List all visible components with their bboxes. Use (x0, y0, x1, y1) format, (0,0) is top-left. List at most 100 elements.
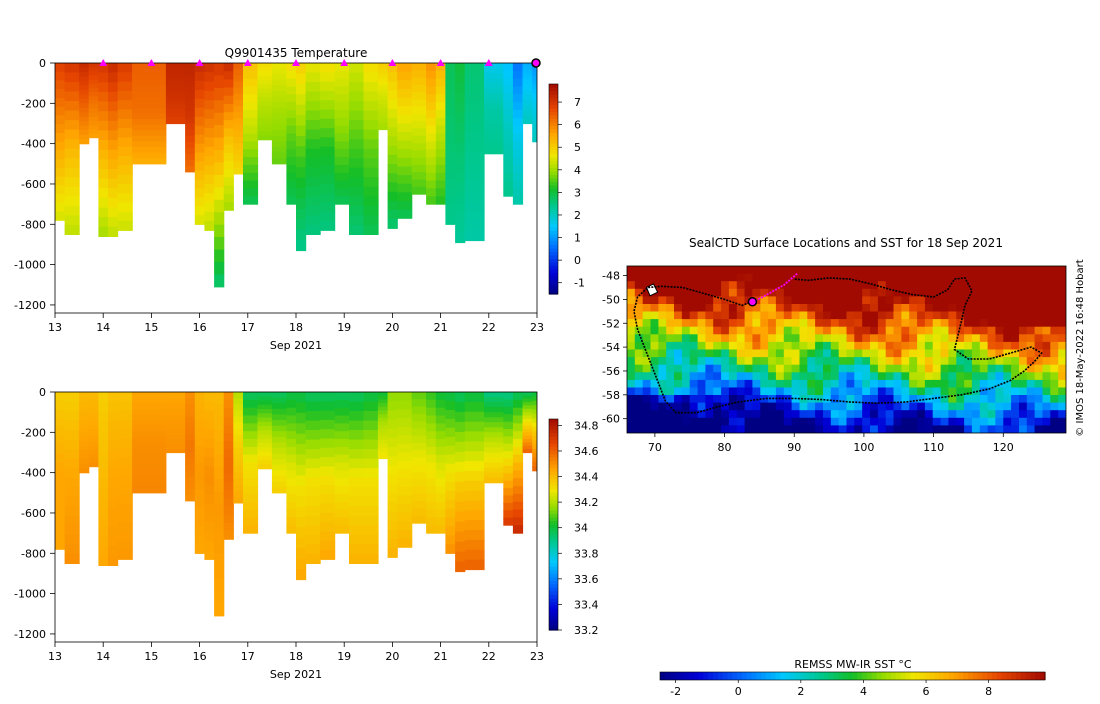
sst-cell (721, 349, 730, 358)
sst-cell (924, 417, 934, 426)
salinity-cell (98, 449, 109, 460)
temperature-cell (55, 106, 66, 116)
salinity-cell (305, 401, 321, 412)
sst-cell (658, 326, 667, 335)
sst-cell (877, 296, 887, 305)
salinity-cell (411, 508, 427, 517)
salinity-cell (397, 478, 413, 488)
temperature-cell (194, 179, 205, 190)
sst-cell (736, 364, 746, 373)
salinity-cell (435, 470, 446, 479)
sst-cell (885, 417, 894, 426)
salinity-cell (363, 496, 379, 507)
salinity-cell (214, 466, 225, 480)
salinity-cell (397, 392, 413, 402)
salinity-cell (426, 431, 437, 440)
sst-cell (932, 425, 941, 433)
temperature-cell (455, 162, 466, 174)
temperature-cell (445, 170, 456, 181)
sst-cell (783, 326, 793, 335)
temperature-cell (233, 149, 244, 156)
temperature-cell (286, 94, 297, 103)
sst-cell (932, 319, 941, 328)
salinity-cell (132, 448, 167, 455)
sst-cell (674, 410, 683, 419)
sst-cell (642, 281, 651, 290)
map-side-note: © IMOS 18-May-2022 16:48 Hobart (1075, 259, 1086, 436)
sst-cell (830, 311, 840, 320)
sst-cell (987, 417, 996, 426)
sst-cell (971, 357, 981, 366)
temperature-cell (426, 133, 437, 142)
sst-cell (768, 349, 777, 358)
salinity-cell (132, 442, 167, 449)
sst-cell (979, 372, 989, 381)
sst-cell (713, 387, 722, 396)
salinity-cell (426, 423, 437, 432)
sst-cell (870, 402, 879, 411)
sst-cell (721, 341, 730, 350)
temperature-cell (88, 125, 99, 130)
sst-cell (689, 349, 698, 358)
salinity-cell (363, 515, 379, 526)
sst-cell (854, 395, 863, 404)
sst-cell (838, 410, 847, 419)
temperature-colorbar-segment (549, 241, 558, 246)
temperature-colorbar-segment (549, 147, 558, 152)
temperature-cell (185, 81, 196, 88)
sst-cell (1034, 341, 1043, 350)
sst-cell (658, 364, 667, 373)
salinity-cell (132, 476, 167, 483)
temperature-cell (132, 141, 167, 148)
temperature-cell (484, 83, 504, 89)
sst-cell (917, 296, 926, 305)
sst-cell (721, 395, 730, 404)
sst-cell (728, 326, 738, 335)
temperature-cell (435, 102, 446, 111)
temperature-cell (503, 136, 514, 145)
sst-cell (901, 372, 910, 381)
temperature-x-tick-label: 22 (482, 321, 496, 334)
temperature-cell (214, 162, 225, 176)
sst-cell (807, 326, 816, 335)
sst-cell (901, 341, 910, 350)
temperature-cell (349, 101, 365, 112)
sst-cell (1042, 311, 1051, 320)
sst-cell (744, 395, 753, 404)
temperature-colorbar-segment (549, 91, 558, 96)
sst-cell (815, 395, 824, 404)
sst-cell (1058, 357, 1066, 366)
salinity-cell (79, 418, 90, 424)
temperature-profile-markers (99, 58, 541, 68)
sst-cell (924, 334, 934, 343)
sst-cell (752, 273, 761, 282)
temperature-cell (334, 63, 350, 72)
temperature-cell (503, 92, 514, 101)
temperature-cell (243, 141, 259, 150)
sst-cell (940, 417, 949, 426)
sst-cell (940, 296, 949, 305)
salinity-cell (445, 544, 456, 554)
salinity-cell (214, 566, 225, 580)
sst-cell (1019, 334, 1028, 343)
salinity-cell (464, 490, 485, 502)
sst-cell (728, 341, 738, 350)
sst-cell (987, 349, 996, 358)
sst-cell (862, 266, 871, 275)
sst-colorbar-segment (1001, 672, 1008, 680)
temperature-cell (286, 63, 297, 72)
temperature-cell (426, 188, 437, 197)
sst-cell (1003, 341, 1012, 350)
temperature-cell (532, 84, 537, 90)
salinity-cell (194, 409, 205, 420)
temperature-cell (165, 86, 186, 91)
sst-cell (760, 417, 769, 426)
salinity-cell (257, 451, 273, 457)
temperature-cell (286, 110, 297, 119)
temperature-cell (257, 67, 273, 73)
sst-cell (775, 281, 785, 290)
temperature-cell (204, 137, 215, 148)
sst-cell (666, 425, 675, 433)
sst-cell (681, 417, 691, 426)
sst-cell (877, 410, 887, 419)
